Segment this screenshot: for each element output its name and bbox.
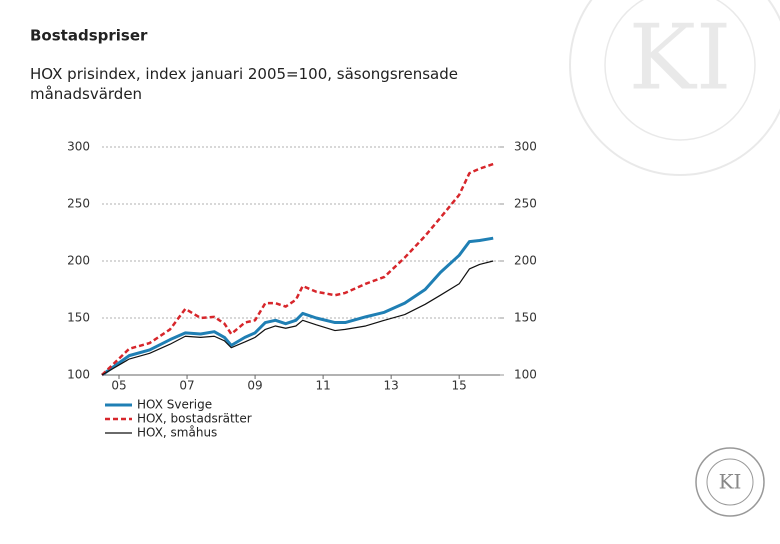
y2-tick-label: 100 <box>514 368 537 382</box>
legend-label: HOX, småhus <box>137 426 217 440</box>
x-tick-label: 05 <box>111 379 126 393</box>
y-tick-label: 150 <box>67 311 90 325</box>
logo-ring <box>695 447 765 517</box>
legend-label: HOX, bostadsrätter <box>137 412 252 426</box>
series-line <box>101 260 494 376</box>
series-line <box>101 236 494 377</box>
chart: 100 150 200 250 300 100 150 200 250 300 05 07 09 11 13… <box>67 140 537 440</box>
x-tick-label: 09 <box>247 379 262 393</box>
y-tick-label: 100 <box>67 368 90 382</box>
watermark: KI <box>569 0 780 176</box>
subtitle-box: HOX prisindex, index januari 2005=100, s… <box>30 65 458 103</box>
y-tick-label: 200 <box>67 254 90 268</box>
y2-tick-label: 300 <box>514 140 537 154</box>
logo-ring <box>706 458 754 506</box>
y2-tick-label: 200 <box>514 254 537 268</box>
title: Bostadspriser <box>30 27 148 45</box>
x-tick-label: 15 <box>452 379 467 393</box>
x-tick-label: 11 <box>315 379 330 393</box>
y2-tick-label: 250 <box>514 197 537 211</box>
y-tick-label: 300 <box>67 140 90 154</box>
x-tick-label: 07 <box>179 379 194 393</box>
y-tick-label: 250 <box>67 197 90 211</box>
series-line <box>101 162 494 376</box>
y2-tick-label: 150 <box>514 311 537 325</box>
watermark-ring <box>569 0 780 176</box>
logo-text: KI <box>719 470 742 494</box>
x-tick-label: 13 <box>384 379 399 393</box>
watermark-ring <box>604 0 756 141</box>
logo: KI <box>695 447 765 517</box>
watermark-text: KI <box>629 5 732 110</box>
legend-label: HOX Sverige <box>137 398 212 412</box>
subtitle: HOX prisindex, index januari 2005=100, s… <box>30 65 458 103</box>
